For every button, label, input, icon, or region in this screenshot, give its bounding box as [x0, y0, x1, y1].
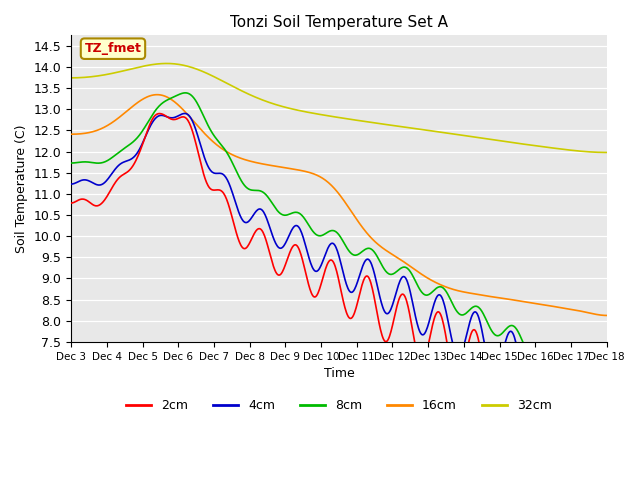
Text: TZ_fmet: TZ_fmet: [84, 42, 141, 55]
Legend: 2cm, 4cm, 8cm, 16cm, 32cm: 2cm, 4cm, 8cm, 16cm, 32cm: [121, 394, 557, 417]
X-axis label: Time: Time: [324, 367, 355, 380]
Title: Tonzi Soil Temperature Set A: Tonzi Soil Temperature Set A: [230, 15, 448, 30]
Y-axis label: Soil Temperature (C): Soil Temperature (C): [15, 124, 28, 253]
